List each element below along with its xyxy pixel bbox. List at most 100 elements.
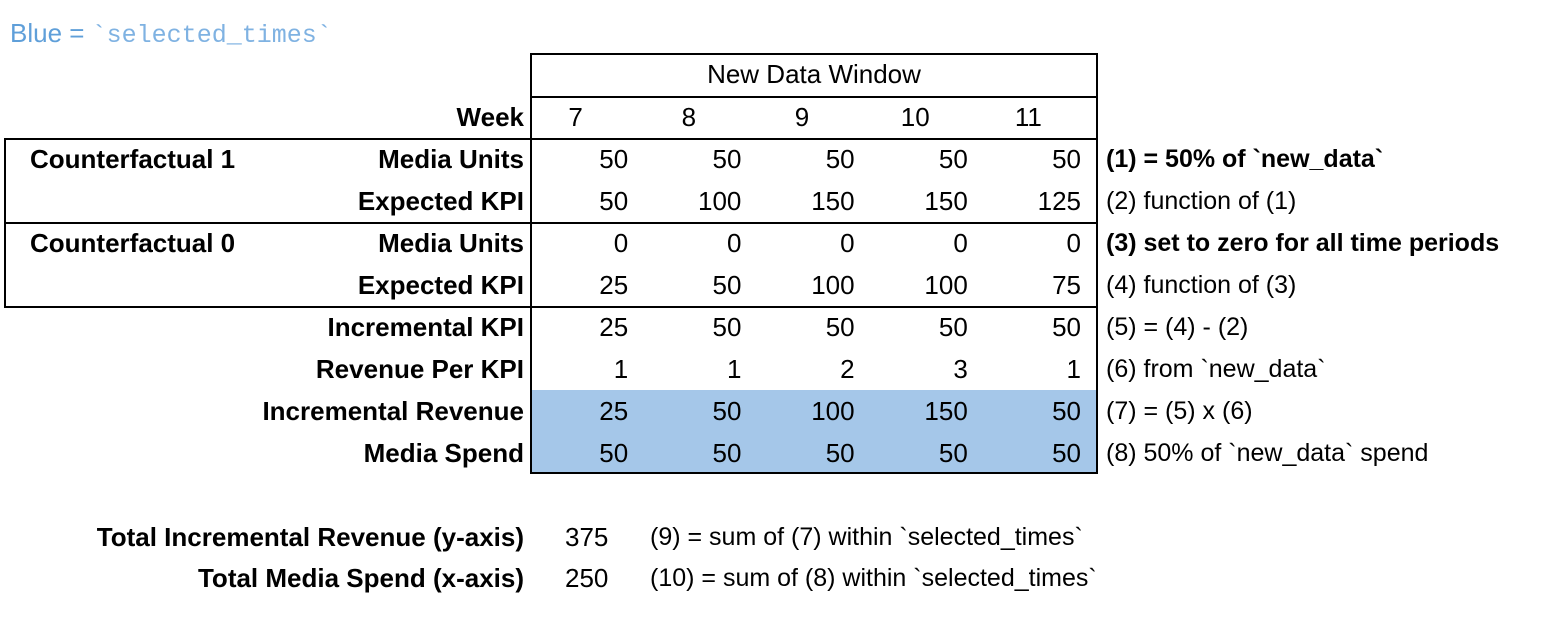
row-label: Media Units	[378, 228, 524, 258]
cell-value: 50	[1052, 312, 1082, 342]
row-label: Media Units	[378, 144, 524, 174]
table-row-revenue-per-kpi: Revenue Per KPI 1 1 2 3 1 (6) from `new_…	[0, 348, 1544, 390]
counterfactual-divider	[4, 222, 1098, 224]
cell-value: 1	[1066, 354, 1082, 384]
week-divider	[4, 138, 1098, 140]
row-cells: 25 50 100 150 50	[531, 390, 1097, 432]
cell-value: 25	[599, 396, 629, 426]
header-divider	[530, 96, 1098, 98]
total-label: Total Media Spend (x-axis)	[197, 563, 524, 593]
cell-value: 50	[712, 438, 742, 468]
row-annotation: (8) 50% of `new_data` spend	[1106, 439, 1429, 467]
total-annotation: (10) = sum of (8) within `selected_times…	[650, 564, 1097, 592]
cell-value: 100	[698, 186, 742, 216]
cell-value: 100	[811, 270, 855, 300]
row-annotation: (5) = (4) - (2)	[1106, 313, 1249, 341]
total-value: 250	[565, 563, 609, 593]
week-cells: 7 8 9 10 11	[531, 96, 1097, 138]
row-cells: 50 100 150 150 125	[531, 180, 1097, 222]
week-row-label: Week	[456, 102, 524, 132]
week-value: 7	[568, 102, 583, 132]
group-label-counterfactual-1: Counterfactual 1	[30, 144, 236, 174]
cell-value: 150	[924, 186, 968, 216]
row-cells: 1 1 2 3 1	[531, 348, 1097, 390]
week-value: 10	[900, 102, 930, 132]
cell-value: 50	[825, 144, 855, 174]
cell-value: 25	[599, 270, 629, 300]
cell-value: 150	[924, 396, 968, 426]
cell-value: 125	[1037, 186, 1082, 216]
total-value: 375	[565, 522, 609, 552]
table-row-media-units-cf1: Counterfactual 1 Media Units 50 50 50 50…	[0, 138, 1544, 180]
cell-value: 50	[825, 312, 855, 342]
cell-value: 1	[726, 354, 742, 384]
cell-value: 75	[1052, 270, 1082, 300]
row-annotation: (3) set to zero for all time periods	[1106, 229, 1500, 257]
total-media-spend-row: Total Media Spend (x-axis) 250 (10) = su…	[0, 557, 1544, 599]
row-cells: 50 50 50 50 50	[531, 432, 1097, 474]
legend-label: Blue =	[10, 18, 92, 48]
row-cells: 50 50 50 50 50	[531, 138, 1097, 180]
cell-value: 50	[599, 144, 629, 174]
total-label: Total Incremental Revenue (y-axis)	[96, 522, 524, 552]
row-label: Expected KPI	[357, 270, 524, 300]
cell-value: 50	[938, 144, 968, 174]
cell-value: 50	[712, 270, 742, 300]
row-label: Expected KPI	[357, 186, 524, 216]
legend: Blue = `selected_times`	[10, 12, 332, 54]
cell-value: 0	[953, 228, 968, 258]
cell-value: 100	[811, 396, 855, 426]
row-annotation: (1) = 50% of `new_data`	[1106, 145, 1384, 173]
week-value: 8	[681, 102, 697, 132]
cell-value: 150	[811, 186, 855, 216]
cell-value: 0	[840, 228, 855, 258]
row-annotation: (6) from `new_data`	[1106, 355, 1326, 383]
cell-value: 50	[1052, 144, 1082, 174]
week-value: 11	[1014, 102, 1042, 132]
cell-value: 100	[924, 270, 968, 300]
cell-value: 50	[599, 438, 629, 468]
cell-value: 1	[613, 354, 629, 384]
cell-value: 0	[1066, 228, 1082, 258]
cell-value: 2	[840, 354, 855, 384]
table-row-expected-kpi-cf0: Expected KPI 25 50 100 100 75 (4) functi…	[0, 264, 1544, 306]
counterfactual-box-border	[4, 138, 532, 308]
table-row-incremental-revenue: Incremental Revenue 25 50 100 150 50 (7)…	[0, 390, 1544, 432]
table-row-media-spend: Media Spend 50 50 50 50 50 (8) 50% of `n…	[0, 432, 1544, 474]
week-value: 9	[794, 102, 810, 132]
week-row: Week 7 8 9 10 11	[0, 96, 1544, 138]
cell-value: 25	[599, 312, 629, 342]
selected-times-highlight	[532, 390, 1096, 472]
row-cells: 25 50 50 50 50	[531, 306, 1097, 348]
legend-code: `selected_times`	[91, 21, 332, 50]
row-label: Incremental KPI	[327, 312, 524, 342]
cell-value: 50	[825, 438, 855, 468]
cell-value: 50	[599, 186, 629, 216]
cell-value: 3	[953, 354, 968, 384]
cell-value: 50	[1052, 396, 1082, 426]
table-row-expected-kpi-cf1: Expected KPI 50 100 150 150 125 (2) func…	[0, 180, 1544, 222]
cell-value: 50	[1052, 438, 1082, 468]
row-annotation: (2) function of (1)	[1106, 187, 1297, 215]
row-annotation: (4) function of (3)	[1106, 271, 1297, 299]
counterfactual0-bottom-divider	[4, 306, 1098, 308]
cell-value: 0	[726, 228, 742, 258]
cell-value: 50	[712, 144, 742, 174]
cell-value: 50	[712, 312, 742, 342]
cell-value: 50	[712, 396, 742, 426]
cell-value: 50	[938, 312, 968, 342]
table-header: New Data Window	[707, 59, 921, 89]
row-label: Revenue Per KPI	[315, 354, 524, 384]
cell-value: 0	[613, 228, 629, 258]
table-row-media-units-cf0: Counterfactual 0 Media Units 0 0 0 0 0 (…	[0, 222, 1544, 264]
row-label: Media Spend	[363, 438, 524, 468]
cell-value: 50	[938, 438, 968, 468]
group-label-counterfactual-0: Counterfactual 0	[30, 228, 236, 258]
table-row-incremental-kpi: Incremental KPI 25 50 50 50 50 (5) = (4)…	[0, 306, 1544, 348]
total-incremental-revenue-row: Total Incremental Revenue (y-axis) 375 (…	[0, 516, 1544, 558]
row-cells: 25 50 100 100 75	[531, 264, 1097, 306]
row-annotation: (7) = (5) x (6)	[1106, 397, 1253, 425]
total-annotation: (9) = sum of (7) within `selected_times`	[650, 523, 1083, 551]
row-cells: 0 0 0 0 0	[531, 222, 1097, 264]
